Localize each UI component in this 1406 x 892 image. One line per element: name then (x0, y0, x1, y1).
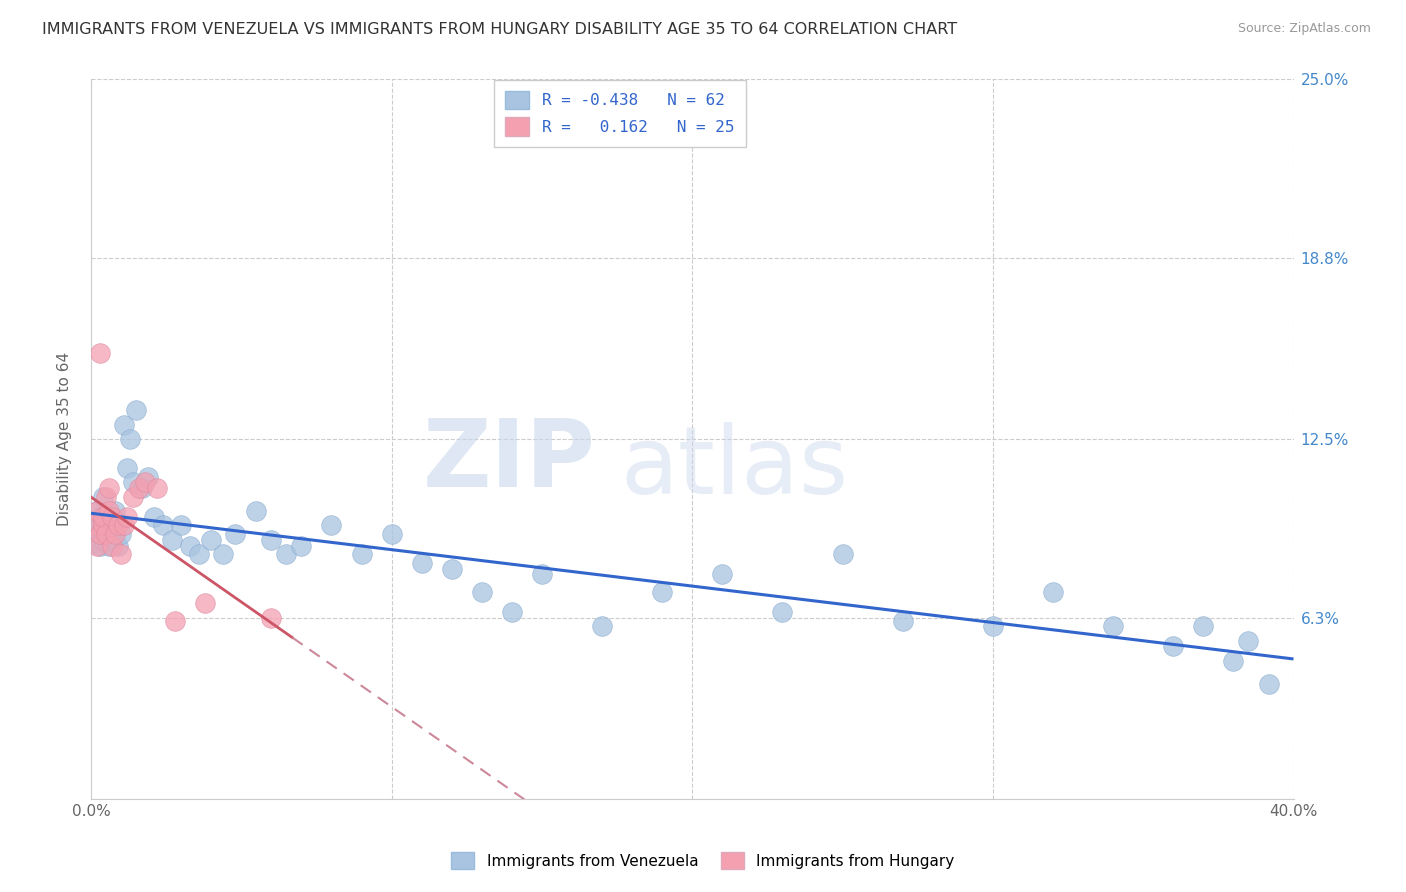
Point (86, 504, 108, 518)
Point (245, 504, 267, 518)
Point (91, 509, 114, 524)
Point (89, 509, 111, 524)
Text: IMMIGRANTS FROM VENEZUELA VS IMMIGRANTS FROM HUNGARY DISABILITY AGE 35 TO 64 COR: IMMIGRANTS FROM VENEZUELA VS IMMIGRANTS … (42, 22, 957, 37)
Point (86, 524, 108, 539)
Point (101, 509, 124, 524)
Point (104, 504, 127, 518)
Text: ZIP: ZIP (423, 415, 596, 507)
Point (143, 509, 166, 524)
Point (83, 518, 105, 533)
Point (891, 614, 914, 628)
Point (83, 535, 105, 549)
Point (110, 527, 132, 541)
Point (122, 475, 145, 490)
Point (411, 556, 433, 570)
Point (160, 533, 183, 547)
Point (115, 461, 138, 475)
Point (83, 518, 105, 533)
Point (107, 539, 129, 553)
Legend: R = -0.438   N = 62, R =   0.162   N = 25: R = -0.438 N = 62, R = 0.162 N = 25 (495, 79, 745, 147)
Point (152, 518, 174, 533)
Point (1258, 677, 1281, 691)
Point (128, 481, 150, 495)
Point (350, 547, 373, 561)
Point (94, 516, 117, 530)
Point (107, 516, 129, 530)
Point (134, 475, 156, 490)
Point (89, 518, 111, 533)
Point (188, 547, 211, 561)
Point (194, 596, 217, 610)
Point (711, 567, 734, 582)
Point (104, 524, 127, 539)
Point (146, 481, 169, 495)
Point (260, 610, 283, 624)
Point (89, 345, 111, 359)
Point (101, 539, 124, 553)
Point (115, 509, 138, 524)
Point (101, 530, 124, 544)
Point (591, 619, 613, 633)
Point (98, 539, 121, 553)
Point (86, 539, 108, 553)
Point (1102, 619, 1125, 633)
Point (89, 539, 111, 553)
Point (260, 533, 283, 547)
Point (1222, 654, 1244, 668)
Point (276, 547, 298, 561)
Point (125, 403, 148, 417)
Point (501, 605, 523, 619)
Text: Source: ZipAtlas.com: Source: ZipAtlas.com (1237, 22, 1371, 36)
Point (200, 533, 222, 547)
Point (651, 584, 673, 599)
Point (981, 619, 1004, 633)
Point (471, 584, 494, 599)
Point (94, 490, 117, 504)
Point (101, 513, 124, 527)
Point (1161, 640, 1184, 654)
Point (91, 490, 114, 504)
Point (118, 432, 141, 446)
Point (98, 481, 121, 495)
Point (290, 539, 312, 553)
Point (112, 518, 135, 533)
Point (131, 481, 153, 495)
Point (440, 562, 463, 576)
Point (165, 614, 187, 628)
Point (110, 547, 132, 561)
Point (321, 518, 343, 533)
Point (112, 417, 135, 432)
Point (91, 533, 114, 547)
Point (224, 527, 246, 541)
Legend: Immigrants from Venezuela, Immigrants from Hungary: Immigrants from Venezuela, Immigrants fr… (446, 846, 960, 875)
Point (212, 547, 235, 561)
Point (94, 527, 117, 541)
Point (1192, 619, 1215, 633)
Point (136, 469, 159, 483)
Point (530, 567, 553, 582)
Point (1042, 584, 1064, 599)
Point (770, 605, 793, 619)
Point (381, 527, 404, 541)
Point (91, 518, 114, 533)
Text: atlas: atlas (620, 422, 848, 514)
Point (179, 539, 201, 553)
Point (89, 527, 111, 541)
Point (122, 490, 145, 504)
Point (98, 504, 121, 518)
Point (831, 547, 853, 561)
Point (170, 518, 193, 533)
Point (104, 527, 127, 541)
Point (86, 504, 108, 518)
Point (94, 527, 117, 541)
Point (98, 521, 121, 535)
Point (107, 518, 129, 533)
Point (1237, 633, 1260, 648)
Y-axis label: Disability Age 35 to 64: Disability Age 35 to 64 (58, 352, 72, 526)
